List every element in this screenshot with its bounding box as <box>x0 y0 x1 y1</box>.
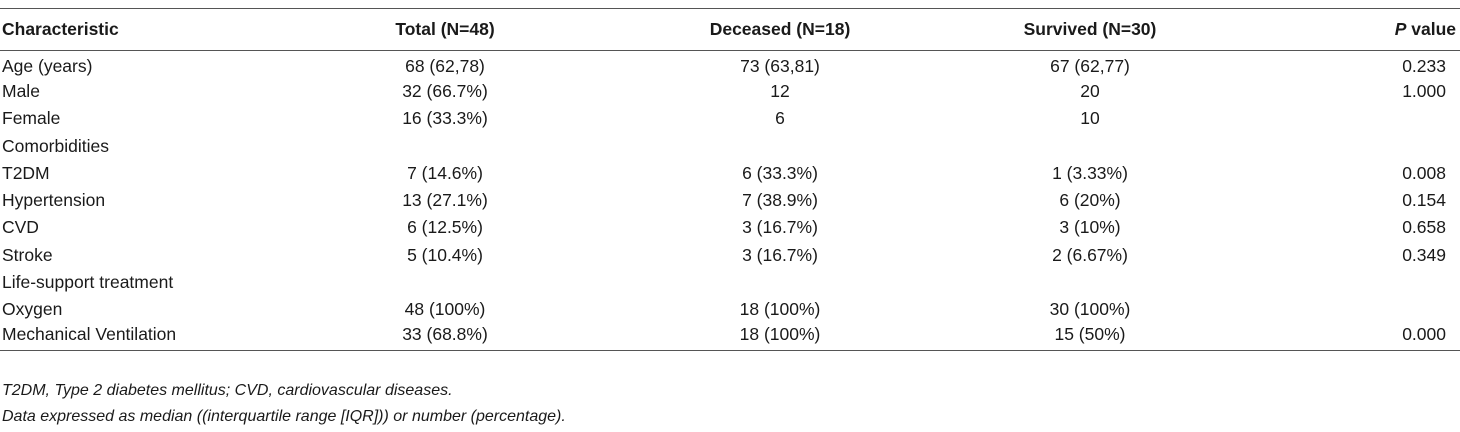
cell-characteristic: Life-support treatment <box>2 272 174 293</box>
cell-p-value <box>1250 105 1460 132</box>
cell-p-value: 0.233 <box>1402 55 1446 76</box>
cell-p-value: 0.658 <box>1402 217 1446 238</box>
cell-deceased: 6 <box>775 108 785 129</box>
cell-survived: 30 (100%) <box>1049 299 1131 320</box>
cell-survived: 20 <box>1080 80 1100 101</box>
cell-p-value: 0.349 <box>1402 244 1446 265</box>
table-row: Female 16 (33.3%) 6 10 <box>0 105 1460 132</box>
cell-characteristic: Comorbidities <box>2 135 109 156</box>
cell-deceased: 6 (33.3%) <box>742 162 818 183</box>
cell-deceased: 18 (100%) <box>630 323 930 352</box>
cell-total: 5 (10.4%) <box>407 244 483 265</box>
header-total: Total (N=48) <box>260 8 630 51</box>
cell-total: 68 (62,78) <box>405 55 485 76</box>
table-row: Age (years) 68 (62,78) 73 (63,81) 67 (62,77… <box>0 51 1460 78</box>
cell-p-value: 0.154 <box>1402 190 1446 211</box>
cell-characteristic: CVD <box>2 217 39 238</box>
table-row: Stroke 5 (10.4%) 3 (16.7%) 2 (6.67%) 0.349 <box>0 242 1460 269</box>
table-row: Hypertension 13 (27.1%) 7 (38.9%) 6 (20%) 0.… <box>0 187 1460 214</box>
cell-total: 13 (27.1%) <box>402 190 488 211</box>
cell-p-value: 1.000 <box>1402 80 1446 101</box>
table-row: Comorbidities <box>0 132 1460 159</box>
cell-survived <box>930 132 1250 159</box>
cell-survived: 2 (6.67%) <box>1052 244 1128 265</box>
table-row: Oxygen 48 (100%) 18 (100%) 30 (100%) <box>0 296 1460 323</box>
cell-deceased: 7 (38.9%) <box>742 190 818 211</box>
header-p-value: P value <box>1250 8 1460 51</box>
header-survived: Survived (N=30) <box>930 8 1250 51</box>
cell-p-value <box>1250 269 1460 296</box>
cell-deceased: 3 (16.7%) <box>742 244 818 265</box>
cell-total <box>260 269 630 296</box>
cell-survived: 6 (20%) <box>1059 190 1121 211</box>
footnote-abbreviations: T2DM, Type 2 diabetes mellitus; CVD, car… <box>2 382 453 399</box>
cell-survived: 3 (10%) <box>1059 217 1121 238</box>
table-body: Age (years) 68 (62,78) 73 (63,81) 67 (62,77… <box>0 51 1460 352</box>
cell-deceased <box>630 269 930 296</box>
cell-total: 48 (100%) <box>404 299 486 320</box>
cell-characteristic: Female <box>2 108 61 129</box>
cell-deceased: 73 (63,81) <box>740 55 820 76</box>
cell-deceased: 3 (16.7%) <box>742 217 818 238</box>
table-row: T2DM 7 (14.6%) 6 (33.3%) 1 (3.33%) 0.008 <box>0 160 1460 187</box>
cell-characteristic: Oxygen <box>2 299 63 320</box>
cell-p-value: 0.008 <box>1402 162 1446 183</box>
cell-characteristic: Male <box>2 80 40 101</box>
header-p-letter: P <box>1394 19 1407 39</box>
cell-p-value: 0.000 <box>1250 323 1460 352</box>
cell-characteristic: Age (years) <box>2 55 93 76</box>
table-row: Mechanical Ventilation 33 (68.8%) 18 (100%… <box>0 323 1460 352</box>
cell-survived: 10 <box>1080 108 1100 129</box>
characteristics-table: Characteristic Total (N=48) Deceased (N=… <box>0 8 1460 352</box>
table-row: Life-support treatment <box>0 269 1460 296</box>
cell-survived: 67 (62,77) <box>1050 55 1130 76</box>
cell-characteristic: Hypertension <box>2 190 106 211</box>
header-deceased: Deceased (N=18) <box>630 8 930 51</box>
cell-total: 6 (12.5%) <box>407 217 483 238</box>
footnote-expression: Data expressed as median ((interquartile… <box>2 408 566 425</box>
cell-total: 16 (33.3%) <box>402 108 488 129</box>
cell-characteristic: Stroke <box>2 244 53 265</box>
cell-total: 7 (14.6%) <box>407 162 483 183</box>
cell-survived: 15 (50%) <box>930 323 1250 352</box>
cell-deceased: 18 (100%) <box>739 299 821 320</box>
table-row: Male 32 (66.7%) 12 20 1.000 <box>0 78 1460 105</box>
cell-survived <box>930 269 1250 296</box>
table-row: CVD 6 (12.5%) 3 (16.7%) 3 (10%) 0.658 <box>0 214 1460 241</box>
cell-p-value <box>1250 132 1460 159</box>
cell-total <box>260 132 630 159</box>
cell-survived: 1 (3.33%) <box>1052 162 1128 183</box>
cell-p-value <box>1250 296 1460 323</box>
cell-total: 33 (68.8%) <box>260 323 630 352</box>
header-p-rest: value <box>1406 19 1456 39</box>
cell-deceased: 12 <box>770 80 790 101</box>
cell-characteristic: Mechanical Ventilation <box>0 323 260 352</box>
cell-total: 32 (66.7%) <box>402 80 488 101</box>
table-footnotes: T2DM, Type 2 diabetes mellitus; CVD, car… <box>2 378 566 430</box>
cell-characteristic: T2DM <box>2 162 50 183</box>
header-characteristic: Characteristic <box>0 8 260 51</box>
cell-deceased <box>630 132 930 159</box>
table-header-row: Characteristic Total (N=48) Deceased (N=… <box>0 8 1460 51</box>
